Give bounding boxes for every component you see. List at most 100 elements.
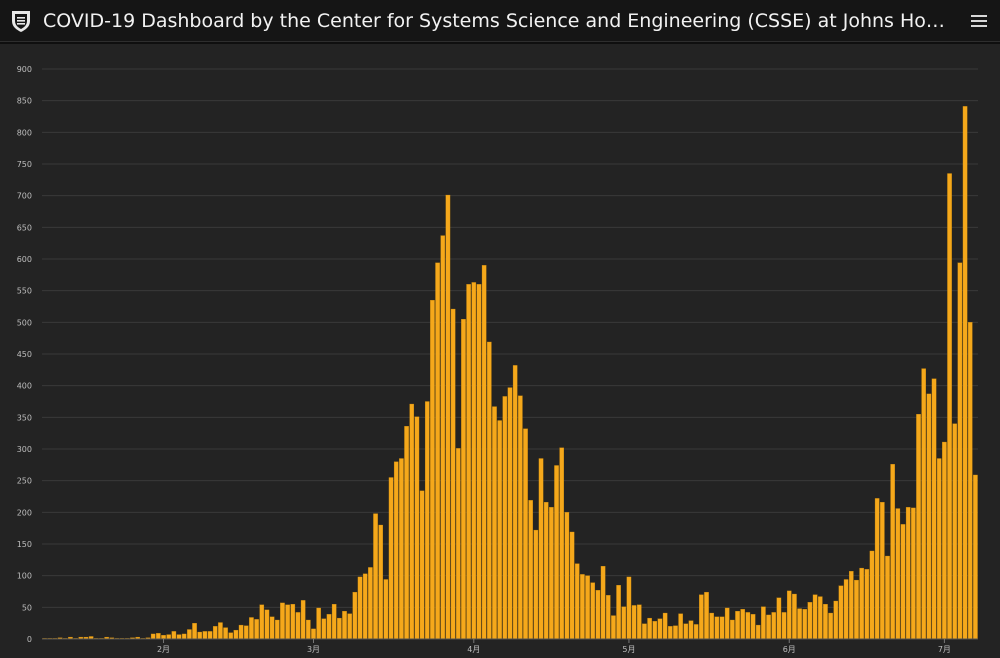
bar-day-95[interactable] [533,529,539,640]
bar-day-160[interactable] [869,550,875,640]
university-shield-icon[interactable] [9,8,33,34]
bar-day-149[interactable] [812,594,818,640]
bar-day-104[interactable] [580,574,585,640]
bar-day-86[interactable] [487,341,492,640]
bar-day-63[interactable] [368,567,373,640]
bar-day-40[interactable] [249,617,254,640]
bar-day-50[interactable] [300,600,306,640]
bar-day-97[interactable] [543,502,549,640]
bar-day-152[interactable] [828,612,833,640]
bar-day-58[interactable] [342,610,347,640]
bar-day-164[interactable] [890,464,895,640]
bar-day-112[interactable] [621,606,627,640]
bar-day-131[interactable] [719,616,725,640]
bar-day-162[interactable] [880,502,885,640]
bar-day-179[interactable] [967,322,973,640]
bar-day-99[interactable] [554,465,559,640]
bar-day-39[interactable] [243,625,249,640]
bar-day-109[interactable] [605,595,611,640]
bar-day-41[interactable] [254,619,259,640]
bar-day-128[interactable] [704,591,709,640]
bar-day-146[interactable] [797,608,802,640]
bar-day-171[interactable] [926,393,932,640]
bar-day-100[interactable] [559,447,564,640]
hamburger-menu-icon[interactable] [966,8,992,34]
bar-day-141[interactable] [771,612,776,640]
bar-day-68[interactable] [393,461,399,640]
bar-day-91[interactable] [512,365,518,640]
bar-day-82[interactable] [466,284,471,640]
bar-day-102[interactable] [569,531,575,640]
bar-day-151[interactable] [823,604,828,640]
bar-day-167[interactable] [905,507,911,640]
bar-day-161[interactable] [874,498,880,640]
bar-day-134[interactable] [735,610,740,640]
bar-day-26[interactable] [176,634,182,640]
bar-day-80[interactable] [456,448,461,640]
bar-day-94[interactable] [528,500,533,640]
bar-day-107[interactable] [595,590,601,640]
bar-day-145[interactable] [792,593,797,640]
bar-day-142[interactable] [776,597,782,640]
bar-day-121[interactable] [668,626,673,640]
bar-day-106[interactable] [590,582,596,640]
bar-day-34[interactable] [218,622,223,640]
bar-day-60[interactable] [352,591,358,640]
bar-day-135[interactable] [740,609,745,640]
bar-day-75[interactable] [430,300,435,640]
bar-day-172[interactable] [931,378,937,640]
bar-day-136[interactable] [745,612,751,640]
bar-day-65[interactable] [378,524,383,640]
bar-day-51[interactable] [306,619,311,640]
bar-day-154[interactable] [838,585,844,640]
bar-day-101[interactable] [564,512,570,640]
bar-day-22[interactable] [156,633,161,640]
bar-day-103[interactable] [574,563,580,640]
bar-day-21[interactable] [150,633,156,640]
bar-day-70[interactable] [404,426,409,640]
bar-day-123[interactable] [678,613,683,640]
bar-day-62[interactable] [362,573,368,640]
bar-day-143[interactable] [781,612,787,640]
bar-day-61[interactable] [357,576,363,640]
bar-day-98[interactable] [549,507,554,640]
bar-day-28[interactable] [187,629,192,640]
bar-day-117[interactable] [647,617,652,640]
bar-day-175[interactable] [947,173,952,640]
bar-day-130[interactable] [714,616,720,640]
bar-day-122[interactable] [673,625,678,640]
bar-day-85[interactable] [481,265,487,640]
bar-day-138[interactable] [755,624,761,640]
bar-day-118[interactable] [652,621,658,640]
bar-day-129[interactable] [709,612,714,640]
bar-day-29[interactable] [192,623,197,640]
bar-day-54[interactable] [321,618,327,640]
bar-day-27[interactable] [181,633,187,640]
bar-day-96[interactable] [538,458,544,640]
bar-day-25[interactable] [171,631,177,640]
bar-day-173[interactable] [936,458,942,640]
bar-day-88[interactable] [497,420,502,640]
bar-day-119[interactable] [657,618,663,640]
bar-day-74[interactable] [424,401,430,640]
bar-day-180[interactable] [973,474,978,640]
bar-day-163[interactable] [885,555,890,640]
bar-day-30[interactable] [197,631,202,640]
bar-day-174[interactable] [942,441,947,640]
bar-day-133[interactable] [730,619,735,640]
bar-day-55[interactable] [326,614,332,640]
bar-day-72[interactable] [414,416,420,640]
bar-day-92[interactable] [518,395,523,640]
bar-day-64[interactable] [373,513,378,640]
bar-day-46[interactable] [280,602,285,640]
bar-day-44[interactable] [269,616,275,640]
bar-day-166[interactable] [900,524,906,640]
bar-day-49[interactable] [295,612,301,640]
bar-day-52[interactable] [311,628,316,640]
bar-day-148[interactable] [807,602,813,640]
bar-day-32[interactable] [207,631,213,640]
bar-day-124[interactable] [683,623,689,640]
bar-day-140[interactable] [766,614,771,640]
bar-day-43[interactable] [264,609,270,640]
bar-day-48[interactable] [290,604,296,640]
